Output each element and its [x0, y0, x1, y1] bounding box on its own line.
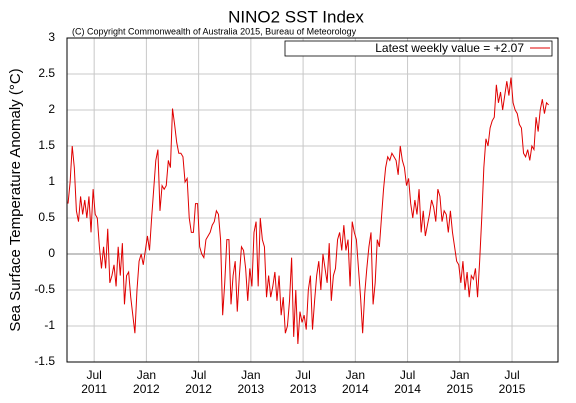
legend-box	[284, 40, 553, 57]
y-tick-label: 1.5	[38, 138, 55, 152]
data-line	[67, 77, 549, 345]
y-tick-label: 2.5	[38, 66, 55, 80]
x-tick-label: Jul 2014	[394, 368, 421, 396]
y-tick-label: -1	[44, 318, 55, 332]
chart-subtitle: (C) Copyright Commonwealth of Australia …	[72, 26, 357, 36]
y-tick-label: 0.5	[38, 210, 55, 224]
chart-title: NINO2 SST Index	[228, 7, 364, 26]
y-axis-label: Sea Surface Temperature Anomaly (°C)	[7, 68, 24, 331]
y-tick-label: 2	[48, 102, 55, 116]
y-tick-label: 0	[48, 246, 55, 260]
x-tick-label: Jul 2012	[185, 368, 212, 396]
x-tick-label: Jan 2015	[446, 368, 473, 396]
y-tick-label: 1	[48, 174, 55, 188]
plot-frame	[66, 37, 559, 363]
y-tick-label: -0.5	[34, 282, 55, 296]
x-tick-label: Jan 2013	[238, 368, 265, 396]
x-tick-label: Jan 2012	[133, 368, 160, 396]
x-tick-label: Jul 2013	[290, 368, 317, 396]
x-tick-label: Jul 2011	[81, 368, 107, 396]
x-tick-label: Jul 2015	[499, 368, 526, 396]
legend-label: Latest weekly value = +2.07	[375, 41, 524, 55]
x-tick-label: Jan 2014	[342, 368, 369, 396]
y-tick-label: -1.5	[34, 354, 55, 368]
y-tick-label: 3	[48, 30, 55, 44]
